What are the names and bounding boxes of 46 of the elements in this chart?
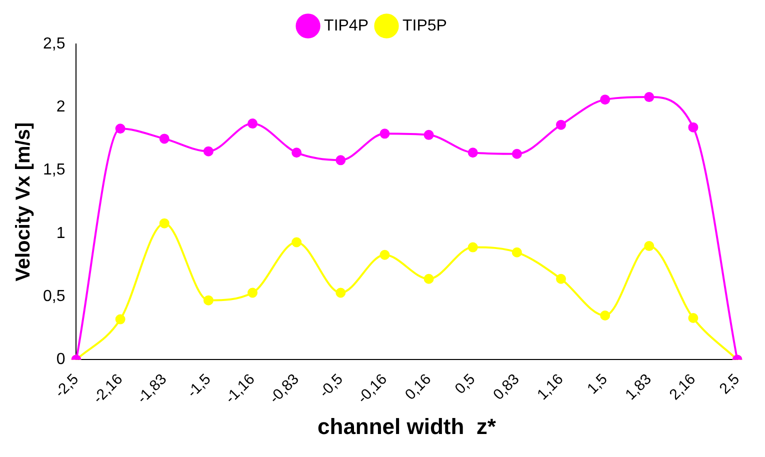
point bbox=[115, 314, 126, 324]
point bbox=[512, 148, 522, 159]
point bbox=[380, 250, 390, 260]
point bbox=[512, 247, 522, 258]
legend-label: TIP4P bbox=[324, 17, 369, 34]
point bbox=[248, 288, 258, 298]
y-tick-label: 2,5 bbox=[42, 35, 66, 52]
y-tick-label: 0 bbox=[56, 351, 66, 368]
point bbox=[292, 148, 302, 158]
y-tick-label: 1,5 bbox=[42, 162, 66, 179]
y-tick-label: 2 bbox=[56, 98, 66, 116]
point bbox=[556, 274, 566, 284]
point bbox=[203, 146, 214, 156]
point bbox=[468, 148, 478, 158]
x-tick-label: 1,5 bbox=[584, 370, 611, 398]
point bbox=[468, 242, 478, 252]
x-tick-label: 0,5 bbox=[452, 370, 479, 398]
x-tick-label: 0,16 bbox=[402, 370, 435, 404]
point bbox=[159, 218, 170, 228]
x-tick-label: -2,5 bbox=[52, 370, 82, 402]
point bbox=[336, 155, 346, 166]
point bbox=[644, 241, 654, 252]
x-tick-label: -0,5 bbox=[316, 370, 346, 402]
point bbox=[600, 310, 610, 320]
point bbox=[380, 128, 390, 139]
point bbox=[644, 92, 654, 102]
x-tick-label: 0,83 bbox=[490, 370, 523, 404]
point bbox=[336, 288, 346, 298]
point bbox=[159, 134, 170, 144]
x-axis-title: channel width z* bbox=[318, 414, 496, 439]
y-tick-label: 0,5 bbox=[42, 288, 66, 305]
point bbox=[600, 94, 610, 105]
x-tick-label: 2,5 bbox=[716, 370, 744, 398]
y-axis-title: Velocity Vx [m/s] bbox=[12, 122, 35, 282]
point bbox=[688, 122, 698, 132]
y-tick-label: 1 bbox=[56, 224, 66, 242]
point bbox=[292, 237, 302, 248]
point bbox=[424, 274, 434, 284]
legend-label: TIP5P bbox=[402, 17, 447, 34]
point bbox=[115, 124, 126, 134]
point bbox=[688, 313, 698, 324]
point bbox=[203, 295, 214, 306]
x-tick-label: -1,5 bbox=[184, 370, 214, 402]
point bbox=[424, 130, 434, 140]
point bbox=[556, 120, 566, 130]
point bbox=[248, 118, 258, 129]
